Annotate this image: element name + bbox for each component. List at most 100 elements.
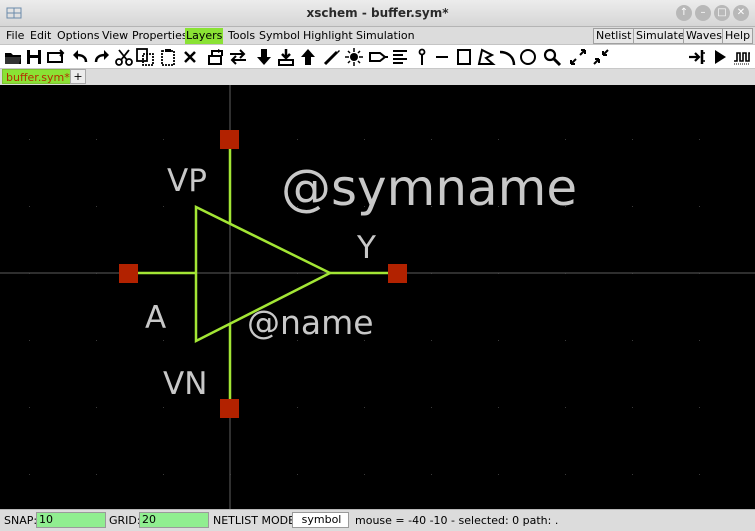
grid-dot bbox=[431, 340, 432, 341]
arc-icon[interactable] bbox=[497, 47, 517, 67]
grid-dot bbox=[96, 206, 97, 207]
grid-dot bbox=[431, 474, 432, 475]
minimize-button[interactable]: – bbox=[695, 5, 711, 21]
menu-properties[interactable]: Properties bbox=[132, 29, 188, 42]
new-tab-button[interactable]: + bbox=[70, 69, 86, 84]
grid-dot bbox=[96, 407, 97, 408]
draw-wire-icon[interactable] bbox=[322, 47, 342, 67]
grid-dot bbox=[29, 407, 30, 408]
push-down-icon[interactable] bbox=[254, 47, 274, 67]
grid-dot bbox=[96, 474, 97, 475]
menu-options[interactable]: Options bbox=[57, 29, 100, 42]
grid-dot bbox=[498, 139, 499, 140]
line-icon[interactable] bbox=[432, 47, 452, 67]
polygon-icon[interactable] bbox=[476, 47, 496, 67]
pin-y[interactable] bbox=[388, 264, 407, 283]
snap-field[interactable]: 10 bbox=[36, 512, 106, 528]
grid-dot bbox=[498, 407, 499, 408]
menu-simulate[interactable]: Simulate bbox=[633, 28, 688, 44]
netlist-mode-field[interactable]: symbol bbox=[292, 512, 349, 528]
grid-dot bbox=[565, 407, 566, 408]
menu-edit[interactable]: Edit bbox=[30, 29, 52, 42]
grid-field[interactable]: 20 bbox=[139, 512, 209, 528]
move-icon[interactable] bbox=[228, 47, 248, 67]
text-list-icon[interactable] bbox=[390, 47, 410, 67]
label-a[interactable]: A bbox=[145, 300, 166, 336]
close-button[interactable]: ✕ bbox=[733, 5, 749, 21]
circle-icon[interactable] bbox=[518, 47, 538, 67]
keep-above-button[interactable]: ↑ bbox=[676, 5, 692, 21]
grid-dot bbox=[297, 340, 298, 341]
pop-up-icon[interactable] bbox=[298, 47, 318, 67]
grid-dot bbox=[632, 474, 633, 475]
menu-layers[interactable]: Layers bbox=[185, 28, 224, 44]
grid-dot bbox=[632, 139, 633, 140]
pin-vp[interactable] bbox=[220, 130, 239, 149]
grid-dot bbox=[565, 340, 566, 341]
grid-dot bbox=[699, 407, 700, 408]
go-into-icon[interactable] bbox=[276, 47, 296, 67]
maximize-button[interactable]: □ bbox=[714, 5, 730, 21]
grid-dot bbox=[498, 206, 499, 207]
grid-label: GRID: bbox=[109, 514, 141, 527]
label-vp[interactable]: VP bbox=[167, 163, 207, 199]
grid-dot bbox=[364, 474, 365, 475]
grid-dot bbox=[431, 206, 432, 207]
open-icon[interactable] bbox=[3, 47, 23, 67]
pin-a[interactable] bbox=[119, 264, 138, 283]
label-y[interactable]: Y bbox=[356, 230, 376, 266]
netlist-icon[interactable] bbox=[687, 47, 707, 67]
grid-dot bbox=[632, 407, 633, 408]
menu-netlist[interactable]: Netlist bbox=[593, 28, 635, 44]
zoom-icon[interactable] bbox=[542, 47, 562, 67]
reload-icon[interactable] bbox=[45, 47, 65, 67]
grid-dot bbox=[29, 206, 30, 207]
grid-dot bbox=[699, 340, 700, 341]
simulate-icon[interactable] bbox=[710, 47, 730, 67]
status-bar: SNAP: 10 GRID: 20 NETLIST MODE: symbol m… bbox=[0, 509, 755, 531]
copy-icon[interactable] bbox=[135, 47, 155, 67]
menu-waves[interactable]: Waves bbox=[683, 28, 725, 44]
zoom-full-icon[interactable] bbox=[568, 47, 588, 67]
grid-dot bbox=[163, 474, 164, 475]
label-symname[interactable]: @symname bbox=[281, 159, 577, 217]
label-icon[interactable] bbox=[412, 47, 432, 67]
redo-icon[interactable] bbox=[92, 47, 112, 67]
pin-vn[interactable] bbox=[220, 399, 239, 418]
schematic-drawing[interactable]: VP VN A Y @symname @name bbox=[0, 85, 755, 509]
snap-label: SNAP: bbox=[4, 514, 38, 527]
zoom-out-icon[interactable] bbox=[591, 47, 611, 67]
menu-highlight[interactable]: Highlight bbox=[303, 29, 353, 42]
schematic-canvas[interactable]: VP VN A Y @symname @name bbox=[0, 85, 755, 509]
grid-dot bbox=[498, 340, 499, 341]
menu-symbol[interactable]: Symbol bbox=[259, 29, 300, 42]
grid-dot bbox=[297, 206, 298, 207]
insert-pin-icon[interactable] bbox=[368, 47, 388, 67]
menu-tools[interactable]: Tools bbox=[228, 29, 256, 42]
menu-simulation[interactable]: Simulation bbox=[356, 29, 415, 42]
cut-icon[interactable] bbox=[114, 47, 134, 67]
paste-icon[interactable] bbox=[158, 47, 178, 67]
grid-dot bbox=[699, 474, 700, 475]
menu-help[interactable]: Help bbox=[722, 28, 754, 44]
label-name[interactable]: @name bbox=[247, 303, 374, 342]
label-vn[interactable]: VN bbox=[163, 366, 207, 402]
grid-dot bbox=[96, 139, 97, 140]
undo-icon[interactable] bbox=[70, 47, 90, 67]
menu-view[interactable]: View bbox=[102, 29, 129, 42]
place-symbol-icon[interactable] bbox=[206, 47, 226, 67]
menu-file[interactable]: File bbox=[6, 29, 25, 42]
tab-bar: buffer.sym* + bbox=[0, 69, 755, 85]
netlist-mode-label: NETLIST MODE: bbox=[213, 514, 299, 527]
rectangle-icon[interactable] bbox=[454, 47, 474, 67]
save-icon[interactable] bbox=[24, 47, 44, 67]
xschem-app-icon bbox=[6, 7, 22, 19]
tab-buffer-sym[interactable]: buffer.sym* bbox=[2, 69, 74, 84]
highlight-icon[interactable] bbox=[344, 47, 364, 67]
grid-dot bbox=[163, 407, 164, 408]
waves-icon[interactable] bbox=[732, 47, 752, 67]
grid-dot bbox=[29, 474, 30, 475]
delete-icon[interactable] bbox=[180, 47, 200, 67]
grid-dot bbox=[364, 407, 365, 408]
grid-dot bbox=[565, 206, 566, 207]
